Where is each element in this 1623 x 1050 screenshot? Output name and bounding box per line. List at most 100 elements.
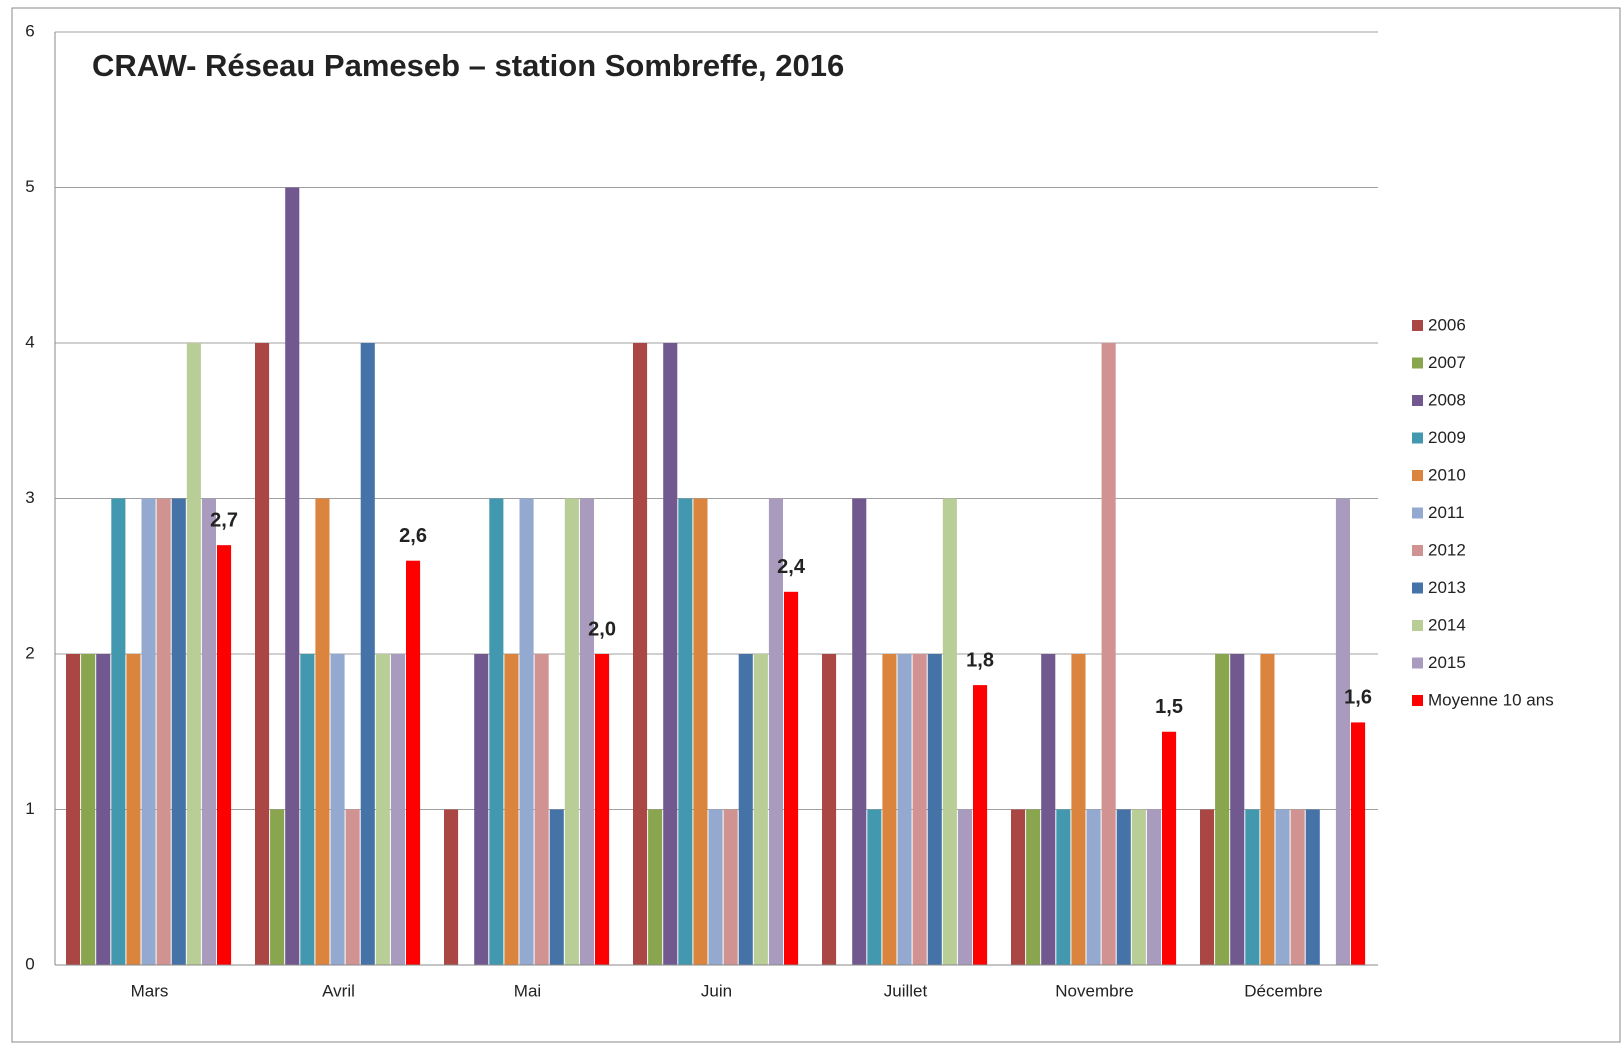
bar [1335,498,1350,965]
legend-label: Moyenne 10 ans [1428,690,1554,709]
bar [1026,809,1041,965]
bar [564,498,579,965]
bar [96,654,111,965]
bar [360,343,375,965]
bar [1230,654,1245,965]
bar [1275,809,1290,965]
bar [111,498,126,965]
bar [171,498,186,965]
bar [678,498,693,965]
legend-label: 2013 [1428,578,1466,597]
bar [1200,809,1215,965]
bar [330,654,345,965]
bar [663,343,678,965]
bar [1162,731,1177,965]
bar [1351,722,1366,965]
bar [390,654,405,965]
bar [648,809,663,965]
legend-label: 2010 [1428,465,1466,484]
bar [633,343,648,965]
bar [867,809,882,965]
bar [315,498,330,965]
bar [1041,654,1056,965]
legend-label: 2015 [1428,653,1466,672]
bar [1146,809,1161,965]
y-tick-label: 2 [25,643,34,662]
data-label: 1,6 [1344,687,1372,709]
bar [822,654,837,965]
data-label: 2,0 [588,618,616,640]
legend-swatch [1412,507,1423,519]
bar [141,498,156,965]
bar [1011,809,1026,965]
legend-label: 2008 [1428,390,1466,409]
y-tick-label: 6 [25,21,34,40]
legend-swatch [1412,432,1423,444]
bar [1245,809,1260,965]
x-tick-label: Avril [322,981,355,1000]
legend-label: 2006 [1428,315,1466,334]
bar [1131,809,1146,965]
bar [1305,809,1320,965]
bar [300,654,315,965]
x-tick-label: Juillet [884,981,928,1000]
chart-frame [11,7,1621,1043]
bar [186,343,201,965]
bar [549,809,564,965]
bar [285,187,300,965]
bar [912,654,927,965]
bar [1116,809,1131,965]
bar [693,498,708,965]
bar [1215,654,1230,965]
data-label: 2,6 [399,525,427,547]
bar [534,654,549,965]
legend-label: 2009 [1428,428,1466,447]
bar [595,654,610,965]
data-label: 1,5 [1155,696,1183,718]
bar [1056,809,1071,965]
bar [519,498,534,965]
chart-title: CRAW- Réseau Pameseb – station Sombreffe… [92,48,844,83]
bar [723,809,738,965]
legend-swatch [1412,695,1423,706]
x-tick-label: Juin [701,981,732,1000]
bar [81,654,96,965]
y-tick-label: 1 [25,799,34,818]
bar [784,591,799,965]
bar [201,498,216,965]
bar [1086,809,1101,965]
data-label: 2,4 [777,556,806,578]
bar [708,809,723,965]
bar [375,654,390,965]
legend-swatch [1412,320,1423,331]
legend-label: 2007 [1428,353,1466,372]
bar [66,654,81,965]
y-tick-label: 5 [25,177,34,196]
data-label: 1,8 [966,649,994,671]
bar [897,654,912,965]
bar [126,654,141,965]
bar [406,560,421,965]
bar [579,498,594,965]
x-tick-label: Décembre [1244,981,1322,1000]
legend-swatch [1412,357,1423,369]
bar [444,809,459,965]
legend-label: 2014 [1428,615,1466,634]
bar [474,654,489,965]
y-tick-label: 0 [25,954,34,973]
y-tick-label: 4 [25,332,34,351]
bar [927,654,942,965]
legend-swatch [1412,657,1423,669]
bar [882,654,897,965]
x-tick-label: Mai [514,981,541,1000]
bar [973,685,988,965]
bar [489,498,504,965]
bar [852,498,867,965]
bar [1101,343,1116,965]
legend-swatch [1412,545,1423,556]
x-tick-label: Novembre [1055,981,1133,1000]
bar [156,498,171,965]
legend-swatch [1412,582,1423,594]
bar [753,654,768,965]
